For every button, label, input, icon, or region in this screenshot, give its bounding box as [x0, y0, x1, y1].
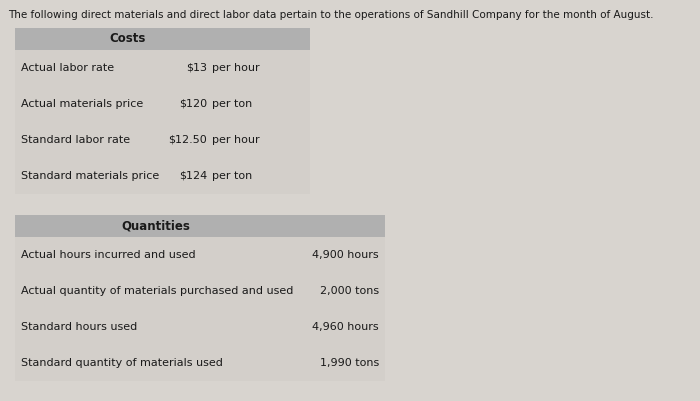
Text: 2,000 tons: 2,000 tons [320, 286, 379, 296]
Bar [15, 50, 310, 86]
Bar [15, 273, 385, 309]
Text: 4,900 hours: 4,900 hours [312, 250, 379, 260]
Text: Actual hours incurred and used: Actual hours incurred and used [21, 250, 195, 260]
Text: 4,960 hours: 4,960 hours [312, 322, 379, 332]
Text: per hour: per hour [212, 63, 260, 73]
Bar [15, 215, 385, 237]
Text: Actual materials price: Actual materials price [21, 99, 144, 109]
Bar [15, 28, 310, 50]
Text: per ton: per ton [212, 99, 252, 109]
Bar [15, 309, 385, 345]
Text: The following direct materials and direct labor data pertain to the operations o: The following direct materials and direc… [8, 10, 654, 20]
Text: $12.50: $12.50 [168, 135, 207, 145]
Text: Actual labor rate: Actual labor rate [21, 63, 114, 73]
Text: Standard hours used: Standard hours used [21, 322, 137, 332]
Bar [15, 86, 310, 122]
Text: Actual quantity of materials purchased and used: Actual quantity of materials purchased a… [21, 286, 293, 296]
Text: Standard labor rate: Standard labor rate [21, 135, 130, 145]
Bar [15, 158, 310, 194]
Text: 1,990 tons: 1,990 tons [320, 358, 379, 368]
Text: Standard quantity of materials used: Standard quantity of materials used [21, 358, 223, 368]
Text: Quantities: Quantities [121, 219, 190, 233]
Text: $124: $124 [178, 171, 207, 181]
Text: per ton: per ton [212, 171, 252, 181]
Text: Standard materials price: Standard materials price [21, 171, 160, 181]
Text: per hour: per hour [212, 135, 260, 145]
Text: $120: $120 [179, 99, 207, 109]
Bar [15, 122, 310, 158]
Text: $13: $13 [186, 63, 207, 73]
Bar [15, 345, 385, 381]
Bar [15, 237, 385, 273]
Text: Costs: Costs [109, 32, 146, 45]
